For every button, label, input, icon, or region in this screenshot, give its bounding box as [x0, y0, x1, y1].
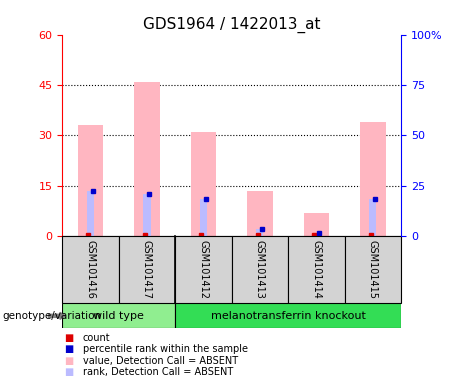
Text: GSM101414: GSM101414 — [311, 240, 321, 299]
Text: GSM101413: GSM101413 — [255, 240, 265, 299]
Title: GDS1964 / 1422013_at: GDS1964 / 1422013_at — [143, 17, 320, 33]
Text: value, Detection Call = ABSENT: value, Detection Call = ABSENT — [83, 356, 238, 366]
Bar — [369, 199, 376, 236]
Bar — [288, 236, 344, 303]
Bar — [247, 191, 272, 236]
Bar — [256, 230, 263, 236]
Bar — [304, 213, 329, 236]
Text: ■: ■ — [65, 333, 74, 343]
Bar — [191, 132, 216, 236]
Bar — [62, 236, 118, 303]
Text: GSM101415: GSM101415 — [368, 240, 378, 299]
Text: count: count — [83, 333, 111, 343]
Bar — [62, 303, 175, 328]
Bar — [200, 199, 207, 236]
Bar — [360, 122, 385, 236]
Text: melanotransferrin knockout: melanotransferrin knockout — [211, 311, 366, 321]
Text: GSM101416: GSM101416 — [85, 240, 95, 299]
Text: GSM101412: GSM101412 — [198, 240, 208, 299]
Text: percentile rank within the sample: percentile rank within the sample — [83, 344, 248, 354]
Bar — [134, 82, 160, 236]
Text: wild type: wild type — [93, 311, 144, 321]
Bar — [344, 236, 401, 303]
Text: GSM101417: GSM101417 — [142, 240, 152, 299]
Bar — [231, 236, 288, 303]
Text: rank, Detection Call = ABSENT: rank, Detection Call = ABSENT — [83, 367, 233, 377]
Bar — [175, 236, 231, 303]
Text: ■: ■ — [65, 367, 74, 377]
Bar — [175, 303, 401, 328]
Text: ■: ■ — [65, 356, 74, 366]
Bar — [313, 233, 320, 236]
Bar — [118, 236, 175, 303]
Text: genotype/variation: genotype/variation — [2, 311, 101, 321]
Bar — [87, 191, 94, 236]
Bar — [78, 125, 103, 236]
Text: ■: ■ — [65, 344, 74, 354]
Bar — [143, 194, 150, 236]
